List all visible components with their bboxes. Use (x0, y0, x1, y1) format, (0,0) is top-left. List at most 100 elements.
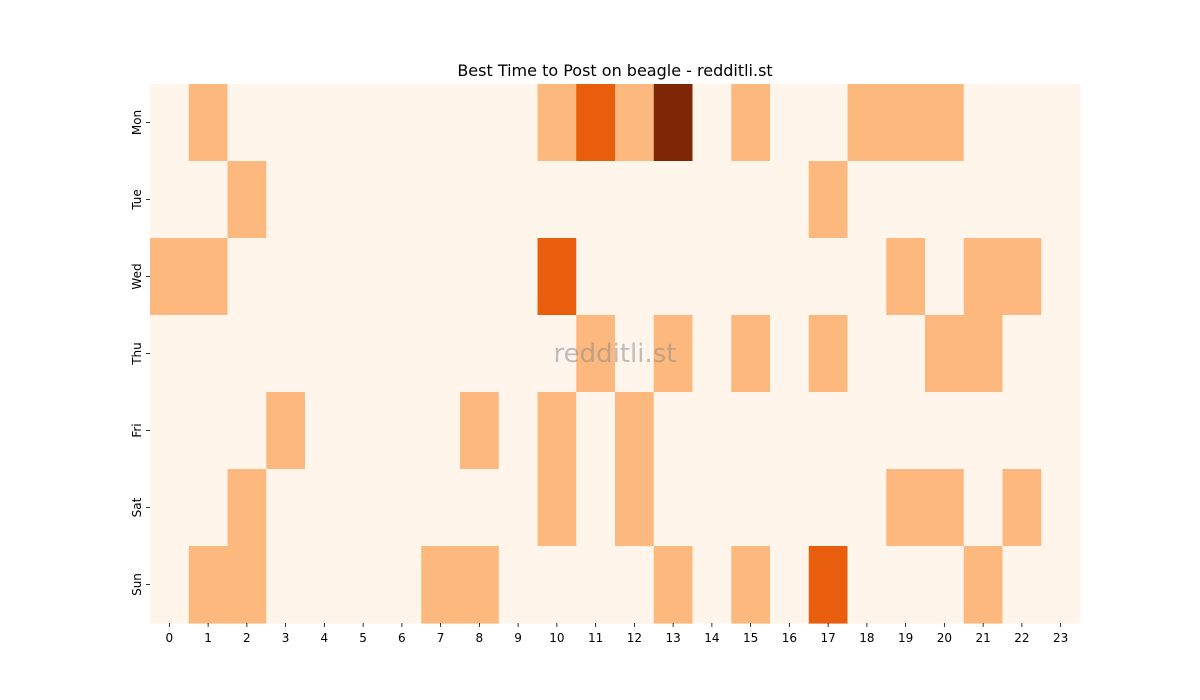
heatmap-cell-tue-9 (498, 161, 539, 239)
heatmap-cell-thu-13 (653, 315, 694, 393)
y-axis: Mon Tue Wed Thu Fri Sat Sun (130, 110, 150, 596)
x-tick-label: 10 (549, 631, 564, 645)
heatmap-cell-sun-19 (886, 546, 926, 624)
heatmap-cell-mon-21 (963, 84, 1004, 162)
heatmap-cell-thu-17 (808, 315, 849, 393)
heatmap-cell-fri-13 (653, 392, 694, 470)
heatmap-cell-wed-8 (460, 238, 500, 316)
heatmap-cell-sun-12 (615, 546, 655, 624)
heatmap-cell-tue-1 (188, 161, 229, 239)
heatmap-cell-thu-22 (1002, 315, 1042, 393)
heatmap-cell-wed-10 (537, 238, 577, 316)
heatmap-cell-wed-3 (266, 238, 306, 316)
heatmap-cell-sat-19 (886, 469, 926, 547)
heatmap-cell-mon-4 (305, 84, 345, 162)
heatmap-cell-fri-22 (1002, 392, 1042, 470)
heatmap-cell-sun-21 (963, 546, 1004, 624)
heatmap-cell-sun-7 (421, 546, 461, 624)
heatmap-cell-thu-3 (266, 315, 306, 393)
heatmap-cell-mon-7 (421, 84, 461, 162)
heatmap-cell-wed-21 (963, 238, 1004, 316)
heatmap-cell-sat-12 (615, 469, 655, 547)
heatmap-cell-fri-3 (266, 392, 306, 470)
y-tick-label-sat: Sat (130, 497, 144, 517)
heatmap-cell-thu-1 (188, 315, 229, 393)
heatmap-cell-thu-6 (382, 315, 422, 393)
heatmap-cell-tue-15 (731, 161, 771, 239)
heatmap-cell-sun-14 (692, 546, 732, 624)
x-tick-label: 20 (937, 631, 952, 645)
heatmap-cell-tue-0 (150, 161, 190, 239)
heatmap-cell-wed-9 (498, 238, 539, 316)
heatmap-cell-thu-10 (537, 315, 577, 393)
heatmap-cell-mon-1 (188, 84, 229, 162)
heatmap-cell-sun-2 (227, 546, 267, 624)
heatmap-cell-sun-9 (498, 546, 539, 624)
heatmap-cell-fri-2 (227, 392, 267, 470)
heatmap-cell-tue-17 (808, 161, 849, 239)
heatmap-cell-sat-23 (1041, 469, 1081, 547)
heatmap-cell-sun-3 (266, 546, 306, 624)
heatmap-cell-wed-18 (847, 238, 887, 316)
heatmap-cell-tue-19 (886, 161, 926, 239)
heatmap-cell-thu-2 (227, 315, 267, 393)
x-tick-label: 23 (1053, 631, 1068, 645)
heatmap-cell-mon-3 (266, 84, 306, 162)
heatmap-cell-wed-7 (421, 238, 461, 316)
heatmap-cell-fri-20 (925, 392, 965, 470)
heatmap-cell-sat-18 (847, 469, 887, 547)
heatmap-cell-fri-7 (421, 392, 461, 470)
heatmap-cell-tue-16 (770, 161, 810, 239)
heatmap-cell-fri-18 (847, 392, 887, 470)
heatmap-cell-thu-8 (460, 315, 500, 393)
heatmap-cell-sun-5 (343, 546, 384, 624)
heatmap-cell-sun-4 (305, 546, 345, 624)
heatmap-cell-wed-2 (227, 238, 267, 316)
heatmap-cell-sun-0 (150, 546, 190, 624)
heatmap-cell-tue-3 (266, 161, 306, 239)
heatmap-cell-thu-16 (770, 315, 810, 393)
y-tick-label-thu: Thu (130, 342, 144, 366)
heatmap-cell-wed-0 (150, 238, 190, 316)
heatmap-cell-tue-21 (963, 161, 1004, 239)
heatmap-cell-sun-17 (808, 546, 849, 624)
x-tick-label: 2 (243, 631, 251, 645)
heatmap-cell-fri-10 (537, 392, 577, 470)
heatmap-cell-tue-20 (925, 161, 965, 239)
heatmap-cell-wed-14 (692, 238, 732, 316)
heatmap-cell-fri-16 (770, 392, 810, 470)
heatmap-cell-wed-5 (343, 238, 384, 316)
heatmap-cell-sat-17 (808, 469, 849, 547)
heatmap-cell-thu-14 (692, 315, 732, 393)
heatmap-cell-sat-4 (305, 469, 345, 547)
heatmap-cell-sat-15 (731, 469, 771, 547)
heatmap-cell-sat-16 (770, 469, 810, 547)
heatmap-cell-fri-14 (692, 392, 732, 470)
heatmap-cell-fri-1 (188, 392, 229, 470)
heatmap-cell-wed-1 (188, 238, 229, 316)
heatmap-cell-fri-4 (305, 392, 345, 470)
x-tick-label: 0 (166, 631, 174, 645)
heatmap-cell-sat-14 (692, 469, 732, 547)
heatmap-cell-fri-8 (460, 392, 500, 470)
chart-title: Best Time to Post on beagle - redditli.s… (457, 61, 772, 80)
heatmap-cell-mon-22 (1002, 84, 1042, 162)
heatmap-cell-wed-12 (615, 238, 655, 316)
y-tick-label-wed: Wed (130, 263, 144, 289)
heatmap-cell-mon-5 (343, 84, 384, 162)
heatmap-cell-thu-23 (1041, 315, 1081, 393)
heatmap-cell-wed-22 (1002, 238, 1042, 316)
heatmap-cell-mon-13 (653, 84, 694, 162)
heatmap-cell-mon-8 (460, 84, 500, 162)
heatmap-cell-mon-11 (576, 84, 616, 162)
heatmap-cell-thu-11 (576, 315, 616, 393)
heatmap-cell-sun-23 (1041, 546, 1081, 624)
heatmap-cell-sat-13 (653, 469, 694, 547)
heatmap-cell-tue-11 (576, 161, 616, 239)
x-tick-label: 13 (665, 631, 680, 645)
heatmap-cell-tue-5 (343, 161, 384, 239)
heatmap-cell-fri-11 (576, 392, 616, 470)
heatmap-cell-fri-0 (150, 392, 190, 470)
heatmap-cell-sun-20 (925, 546, 965, 624)
